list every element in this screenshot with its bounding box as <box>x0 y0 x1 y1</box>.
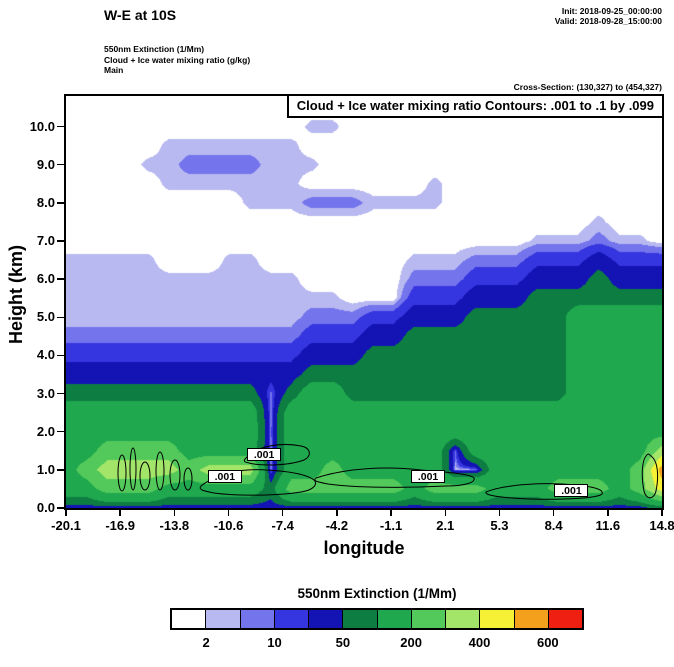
y-tick-mark <box>57 202 64 204</box>
legend-tick-label: 200 <box>400 635 423 650</box>
y-tick-label: 0.0 <box>36 500 55 515</box>
x-tick-mark <box>281 510 284 516</box>
legend-color-cell <box>274 610 309 628</box>
y-tick-mark <box>57 392 64 395</box>
extinction-contour-canvas <box>66 96 662 508</box>
x-tick-mark <box>444 510 447 516</box>
y-tick-mark <box>57 469 64 471</box>
legend-tick-label: 10 <box>267 635 282 650</box>
model-label: Main <box>104 65 124 75</box>
x-axis-title: longitude <box>323 538 405 558</box>
x-tick-label: 2.1 <box>436 518 455 533</box>
field-1-label: 550nm Extinction (1/Mm) <box>104 44 205 54</box>
x-tick-mark <box>227 510 230 516</box>
field-2-label: Cloud + Ice water mixing ratio (g/kg) <box>104 54 251 65</box>
y-tick-mark <box>57 240 64 242</box>
x-tick-label: -1.1 <box>379 518 403 533</box>
y-tick-label: 1.0 <box>36 461 55 477</box>
y-tick-label: 9.0 <box>36 156 55 172</box>
legend-tick-label: 2 <box>202 635 210 650</box>
y-tick-label: 6.0 <box>36 271 55 287</box>
cloud-ice-contour-overlay <box>117 444 659 500</box>
legend-tick-label: 50 <box>335 635 351 650</box>
x-tick-label: -10.6 <box>213 518 244 533</box>
plot-area: .001 .001 .001 .001 Cloud + Ice water mixin… <box>64 94 664 510</box>
x-tick-label: -13.8 <box>159 518 190 533</box>
legend-colorbar <box>170 608 584 630</box>
legend: 550nm Extinction (1/Mm) 2 10 50 200 400 600 <box>170 586 584 650</box>
legend-title: 550nm Extinction (1/Mm) <box>297 586 457 601</box>
run-info: Init: 2018-09-25_00:00:00 Valid: 2018-09… <box>555 6 662 26</box>
x-tick-label: 8.4 <box>544 518 563 533</box>
y-tick-mark <box>57 163 64 166</box>
y-tick-mark <box>57 507 64 509</box>
x-tick-label: -7.4 <box>271 518 294 533</box>
x-tick-mark <box>65 510 67 516</box>
y-tick-mark <box>57 354 64 357</box>
cloud-ice-contour-label: .001 <box>554 483 589 497</box>
legend-color-cell <box>206 610 241 628</box>
x-tick-label: 11.6 <box>595 518 621 533</box>
y-tick-label: 2.0 <box>36 423 55 439</box>
x-tick-mark <box>607 510 609 516</box>
cloud-ice-contour-label: .001 <box>207 470 242 484</box>
y-tick-mark <box>57 125 64 128</box>
cross-section-label: Cross-Section: (130,327) to (454,327) <box>513 82 662 92</box>
legend-color-cell <box>343 610 378 628</box>
x-tick-mark <box>173 510 176 516</box>
x-tick-mark <box>661 510 663 516</box>
legend-tick-label: 600 <box>536 635 559 650</box>
x-tick-label: -16.9 <box>105 518 135 533</box>
y-tick-label: 8.0 <box>36 194 55 210</box>
legend-color-cell <box>480 610 515 628</box>
legend-color-cell <box>240 610 275 628</box>
x-tick-mark <box>336 510 338 516</box>
x-tick-label: 14.8 <box>649 518 674 533</box>
legend-tick-labels: 2 10 50 200 400 600 <box>170 630 584 650</box>
legend-color-cell <box>446 610 481 628</box>
y-tick-label: 5.0 <box>36 309 55 325</box>
page-title: W-E at 10S <box>104 7 177 23</box>
legend-tick-label: 400 <box>468 635 491 650</box>
y-tick-label: 4.0 <box>36 347 55 363</box>
legend-color-cell <box>514 610 549 628</box>
x-tick-mark <box>498 510 501 516</box>
variable-info: 550nm Extinction (1/Mm) Cloud + Ice wate… <box>104 44 250 76</box>
cloud-ice-contour-label: .001 <box>411 470 446 484</box>
y-axis-title: Height (km) <box>6 245 26 344</box>
x-tick-label: -20.1 <box>51 518 81 533</box>
y-tick-mark <box>57 430 64 433</box>
valid-time: Valid: 2018-09-28_15:00:00 <box>554 16 662 26</box>
contour-note: Cloud + Ice water mixing ratio Contours:… <box>286 94 664 118</box>
x-tick-mark <box>390 510 392 516</box>
legend-color-cell <box>309 610 344 628</box>
y-tick-mark <box>57 316 64 318</box>
legend-color-cell <box>377 610 412 628</box>
legend-color-cell <box>172 610 207 628</box>
x-tick-mark <box>119 510 121 516</box>
x-tick-label: 5.3 <box>490 518 509 533</box>
legend-color-cell <box>411 610 446 628</box>
legend-color-cell <box>548 610 582 628</box>
cloud-ice-contour-label: .001 <box>247 447 282 461</box>
y-tick-label: 10.0 <box>29 118 55 134</box>
y-tick-label: 7.0 <box>36 232 55 248</box>
x-tick-mark <box>552 510 555 516</box>
y-tick-label: 3.0 <box>36 385 55 401</box>
y-tick-mark <box>57 278 64 280</box>
cloud-ice-contour-lines <box>117 444 659 500</box>
init-time: Init: 2018-09-25_00:00:00 <box>561 6 662 16</box>
x-tick-label: -4.2 <box>325 518 349 533</box>
